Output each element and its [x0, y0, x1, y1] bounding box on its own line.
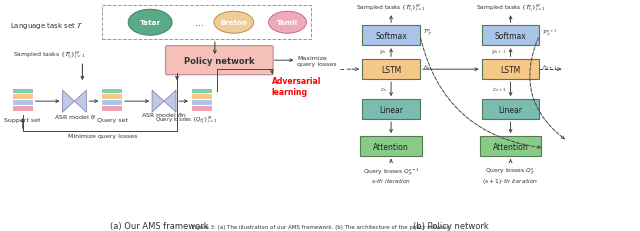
FancyBboxPatch shape [362, 100, 420, 120]
Text: (b) Policy network: (b) Policy network [413, 221, 489, 230]
FancyBboxPatch shape [482, 26, 540, 46]
Text: Maximize
query losses: Maximize query losses [298, 55, 337, 66]
Polygon shape [63, 91, 74, 113]
Text: LSTM: LSTM [500, 65, 521, 74]
FancyBboxPatch shape [192, 95, 212, 100]
Polygon shape [152, 91, 164, 113]
Text: Language task set $\mathcal{T}$: Language task set $\mathcal{T}$ [10, 20, 83, 30]
FancyBboxPatch shape [362, 26, 420, 46]
FancyBboxPatch shape [102, 106, 122, 111]
Text: Tamil: Tamil [277, 20, 298, 26]
Text: (a) Our AMS framework: (a) Our AMS framework [110, 221, 209, 230]
Ellipse shape [128, 10, 172, 36]
Text: Softmax: Softmax [495, 32, 527, 41]
Text: $(s+1)$-th iteration: $(s+1)$-th iteration [483, 176, 539, 185]
Ellipse shape [214, 12, 253, 34]
FancyBboxPatch shape [13, 106, 33, 111]
Text: Adversarial
learning: Adversarial learning [271, 77, 321, 96]
Text: ...: ... [195, 18, 204, 28]
Text: $c_{s+1}$: $c_{s+1}$ [492, 86, 507, 94]
Text: LSTM: LSTM [381, 65, 401, 74]
Text: Tatar: Tatar [140, 20, 161, 26]
FancyBboxPatch shape [482, 100, 540, 120]
Text: Query losses $\{Q_{\mathcal{T}^s_{t_j}}\}_{j=1}^M$: Query losses $\{Q_{\mathcal{T}^s_{t_j}}\… [154, 114, 217, 125]
FancyBboxPatch shape [482, 60, 540, 80]
Text: $h_s$: $h_s$ [423, 62, 431, 71]
FancyBboxPatch shape [192, 101, 212, 105]
Text: Attention: Attention [373, 142, 409, 151]
Text: Minimize query losses: Minimize query losses [68, 133, 137, 138]
Text: Sampled tasks $\{\mathcal{T}^s_{t_j}\}_{j=1}^M$: Sampled tasks $\{\mathcal{T}^s_{t_j}\}_{… [356, 2, 426, 15]
Text: $h_{s+1}$: $h_{s+1}$ [543, 62, 557, 71]
FancyArrowPatch shape [420, 39, 541, 149]
Text: Breton: Breton [220, 20, 247, 26]
Text: Query set: Query set [97, 117, 128, 122]
FancyBboxPatch shape [13, 89, 33, 94]
FancyBboxPatch shape [166, 46, 273, 75]
FancyBboxPatch shape [192, 106, 212, 111]
Text: ASR model $\theta$: ASR model $\theta$ [54, 113, 95, 121]
Text: $y_s$: $y_s$ [380, 48, 387, 56]
Text: Query losses $Q^{s-1}_\mathcal{T}$: Query losses $Q^{s-1}_\mathcal{T}$ [362, 166, 420, 177]
FancyBboxPatch shape [13, 95, 33, 100]
Text: $y_{s+1}$: $y_{s+1}$ [492, 48, 507, 56]
FancyBboxPatch shape [192, 89, 212, 94]
Text: ASR model $\theta_{\mathcal{T}^s_{t_j}}$: ASR model $\theta_{\mathcal{T}^s_{t_j}}$ [141, 112, 187, 122]
Polygon shape [74, 91, 86, 113]
Text: $\mathcal{P}^s_\mathcal{T}$: $\mathcal{P}^s_\mathcal{T}$ [423, 28, 432, 38]
Text: $c_s$: $c_s$ [380, 86, 387, 94]
FancyBboxPatch shape [102, 101, 122, 105]
Text: Sampled tasks $\{\mathcal{T}^s_{t_j}\}_{j=1}^M$: Sampled tasks $\{\mathcal{T}^s_{t_j}\}_{… [13, 49, 86, 61]
Text: $s$-th iteration: $s$-th iteration [371, 176, 412, 184]
FancyBboxPatch shape [102, 95, 122, 100]
FancyArrowPatch shape [530, 39, 564, 139]
FancyBboxPatch shape [13, 101, 33, 105]
Text: Attention: Attention [493, 142, 529, 151]
Ellipse shape [269, 12, 307, 34]
Text: Linear: Linear [499, 105, 522, 114]
Text: Support set: Support set [4, 117, 41, 122]
Text: Linear: Linear [379, 105, 403, 114]
FancyBboxPatch shape [480, 137, 541, 156]
Text: Sampled tasks $\{\mathcal{T}^s_{t_j}\}_{j=1}^M$: Sampled tasks $\{\mathcal{T}^s_{t_j}\}_{… [476, 2, 545, 15]
FancyBboxPatch shape [102, 89, 122, 94]
Text: Figure 3: (a) The illustration of our AMS framework. (b) The architecture of the: Figure 3: (a) The illustration of our AM… [192, 224, 451, 229]
Text: $\mathcal{P}^{s+1}_\mathcal{T}$: $\mathcal{P}^{s+1}_\mathcal{T}$ [543, 27, 558, 39]
FancyBboxPatch shape [362, 60, 420, 80]
FancyBboxPatch shape [360, 137, 422, 156]
Text: Policy network: Policy network [184, 56, 254, 65]
Text: Query losses $Q^s_\mathcal{T}$: Query losses $Q^s_\mathcal{T}$ [486, 166, 536, 176]
Text: Softmax: Softmax [375, 32, 407, 41]
Polygon shape [164, 91, 176, 113]
